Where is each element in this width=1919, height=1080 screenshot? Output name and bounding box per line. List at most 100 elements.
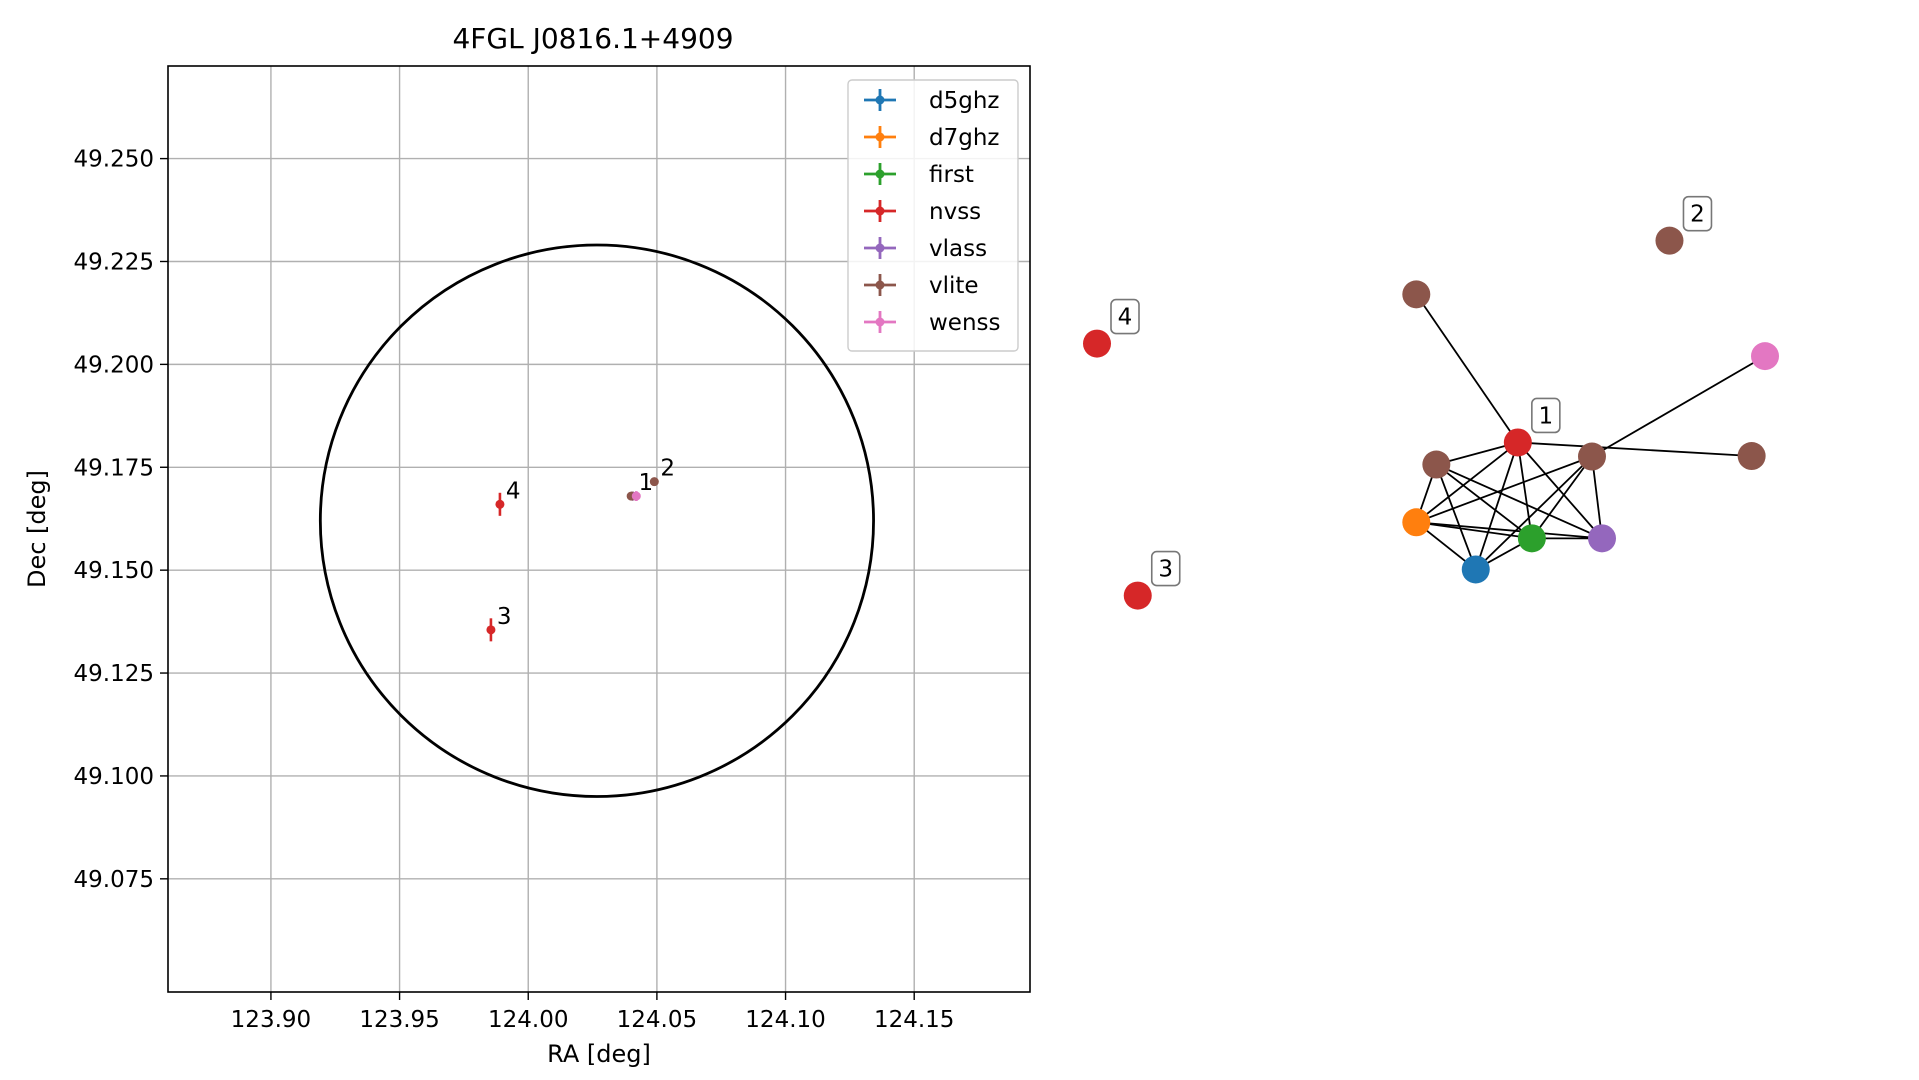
- graph-node-vlite_b: [1422, 450, 1451, 479]
- plot-frame: [167, 65, 1031, 993]
- graph-node-nvss_4: [1083, 329, 1111, 358]
- graph-node-vlite_top: [1402, 280, 1431, 309]
- y-axis-ticks: 49.075 49.100 49.125 49.150 49.175 49.200 49.2…: [74, 147, 168, 893]
- graph-edge: [1517, 441, 1603, 539]
- error-ellipse: [318, 243, 875, 798]
- legend-box: [847, 79, 1019, 352]
- graph-edge: [1435, 463, 1603, 540]
- data-point-wenss: [631, 491, 641, 502]
- graph-edge: [1415, 293, 1519, 443]
- graph-node-vlite_2: [1655, 226, 1684, 255]
- annotation-3: 3: [497, 604, 512, 630]
- y-tick-label: 49.250: [74, 147, 154, 173]
- graph-node-nvss_1: [1503, 428, 1532, 457]
- graph-edge: [1436, 441, 1519, 466]
- x-tick-label: 124.00: [488, 1007, 568, 1033]
- y-tick-label: 49.200: [74, 352, 154, 378]
- legend-label: vlite: [929, 273, 979, 299]
- legend-label: first: [929, 162, 974, 188]
- legend-label: vlass: [929, 236, 987, 262]
- legend-marker: [875, 169, 885, 179]
- marker: [486, 625, 496, 635]
- graph-edge: [1416, 521, 1532, 540]
- graph-edge: [1435, 463, 1533, 540]
- legend-entry-nvss: nvss: [864, 199, 981, 225]
- y-tick-label: 49.175: [74, 455, 154, 481]
- x-tick-label: 124.15: [874, 1007, 954, 1033]
- source-markers: [486, 477, 659, 642]
- legend-marker: [875, 95, 885, 105]
- graph-edge: [1415, 455, 1593, 524]
- graph-edge: [1415, 441, 1519, 523]
- x-axis-label: RA [deg]: [547, 1040, 651, 1068]
- label-box: [1531, 397, 1561, 434]
- marker: [649, 477, 659, 487]
- graph-node-labels: 2 4 1 3: [1110, 195, 1713, 587]
- graph-edge: [1517, 441, 1752, 457]
- y-tick-label: 49.125: [74, 661, 154, 687]
- source-annotations: 12 3 4: [497, 456, 675, 630]
- annotation-1: 1: [638, 470, 653, 496]
- graph-edge: [1591, 355, 1766, 458]
- graph-node-vlite_right: [1737, 442, 1766, 471]
- legend-marker: [875, 206, 885, 216]
- graph-nodes: [1083, 226, 1779, 610]
- label-box: [1682, 195, 1713, 232]
- y-tick-label: 49.075: [74, 867, 154, 893]
- x-tick-label: 123.95: [359, 1007, 439, 1033]
- legend-marker: [875, 280, 885, 290]
- marker: [631, 491, 641, 501]
- y-tick-label: 49.225: [74, 249, 154, 275]
- graph-edges: [1415, 293, 1766, 571]
- x-tick-label: 123.90: [231, 1007, 311, 1033]
- label-text: 4: [1118, 305, 1133, 331]
- graph-node-label-4: 4: [1110, 298, 1140, 335]
- label-box: [1110, 298, 1140, 335]
- data-point-nvss: [495, 492, 505, 516]
- graph-node-vlass: [1588, 524, 1617, 553]
- annotation-2: 2: [660, 456, 675, 482]
- graph-node-first: [1517, 524, 1546, 553]
- legend-label: d5ghz: [929, 88, 999, 114]
- data-point-nvss: [486, 618, 496, 642]
- crossmatch-graph-panel: 2 4 1 3: [1083, 195, 1779, 610]
- y-axis-label: Dec [deg]: [23, 470, 51, 588]
- legend-label: nvss: [929, 199, 981, 225]
- graph-edge: [1516, 442, 1533, 539]
- error-ellipse-outline: [318, 243, 875, 798]
- graph-edge: [1416, 521, 1603, 540]
- legend-marker: [875, 132, 885, 142]
- graph-edge: [1475, 455, 1593, 571]
- legend-entry-wenss: wenss: [864, 310, 1001, 336]
- label-text: 2: [1690, 202, 1705, 228]
- label-text: 3: [1158, 557, 1173, 583]
- graph-node-d5ghz: [1461, 555, 1490, 584]
- legend-marker: [875, 243, 885, 253]
- data-point-vlite: [649, 477, 659, 487]
- graph-edge: [1531, 455, 1593, 539]
- x-tick-label: 124.05: [617, 1007, 697, 1033]
- graph-node-d7ghz: [1402, 508, 1431, 537]
- graph-edge: [1474, 442, 1519, 570]
- graph-node-label-3: 3: [1150, 550, 1181, 587]
- graph-node-vlite_a: [1577, 442, 1606, 471]
- graph-node-nvss_3: [1123, 581, 1152, 610]
- legend-marker: [875, 317, 885, 327]
- legend: d5ghz d7ghz first nvss vlass vlite wenss: [847, 79, 1019, 352]
- legend-entry-first: first: [864, 162, 974, 188]
- annotation-4: 4: [506, 478, 521, 504]
- legend-entry-vlass: vlass: [864, 236, 987, 262]
- x-tick-label: 124.10: [745, 1007, 825, 1033]
- legend-entry-vlite: vlite: [864, 273, 979, 299]
- chart-title: 4FGL J0816.1+4909: [452, 22, 733, 55]
- legend-entry-d5ghz: d5ghz: [864, 88, 999, 114]
- y-tick-label: 49.100: [74, 764, 154, 790]
- marker: [495, 499, 505, 509]
- graph-edge: [1435, 464, 1477, 570]
- legend-label: wenss: [929, 310, 1001, 336]
- graph-node-label-2: 2: [1682, 195, 1713, 232]
- graph-node-label-1: 1: [1531, 397, 1561, 434]
- legend-label: d7ghz: [929, 125, 999, 151]
- graph-node-wenss: [1751, 342, 1779, 371]
